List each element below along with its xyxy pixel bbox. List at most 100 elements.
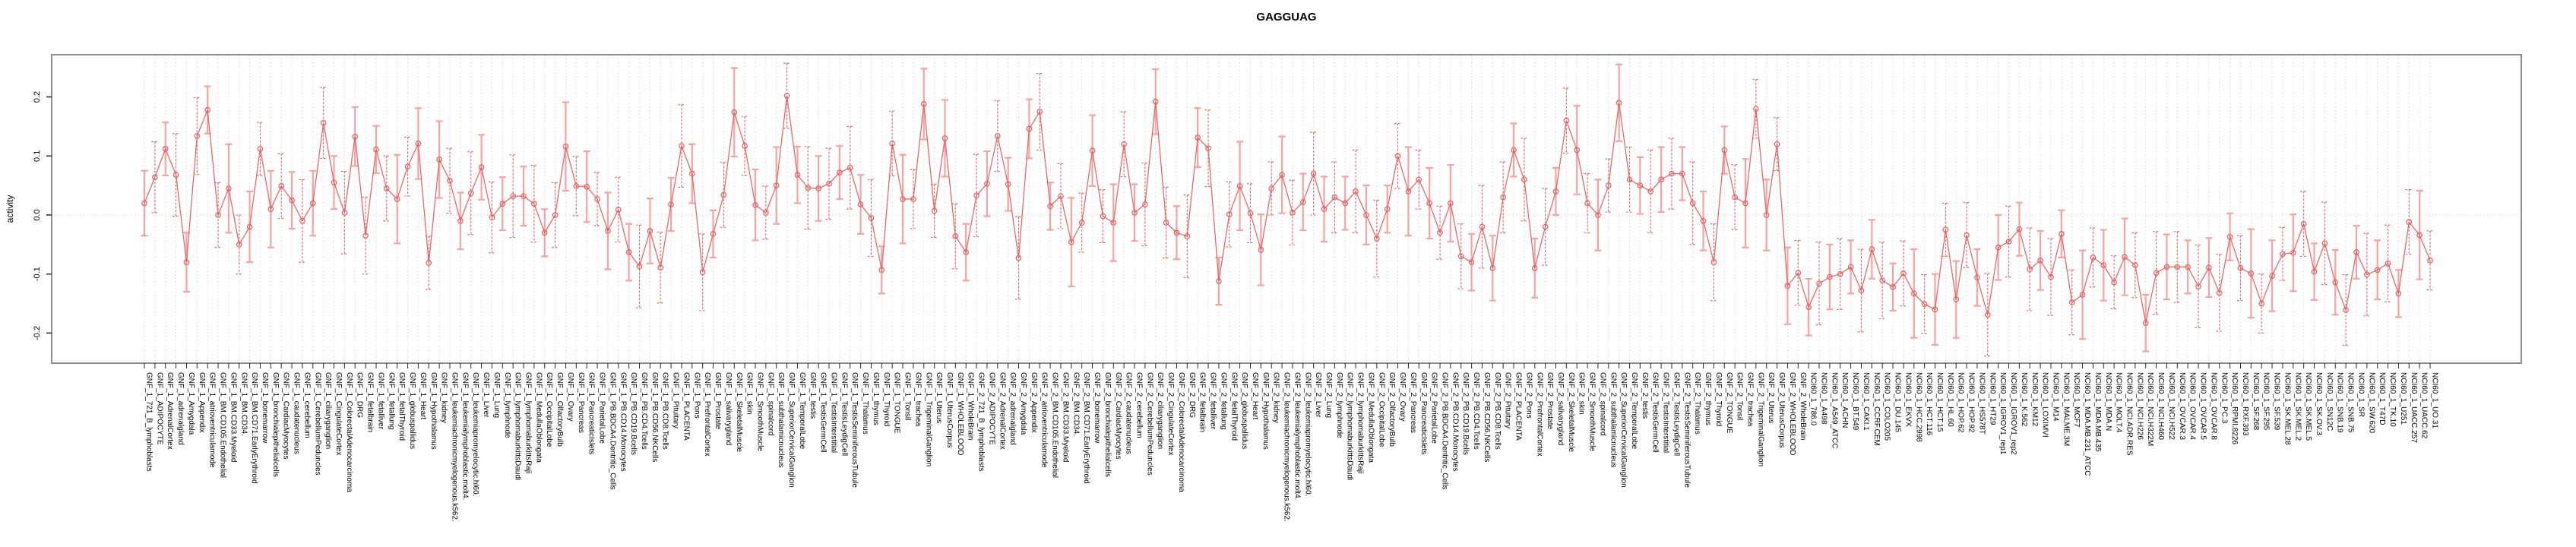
data-point: [1468, 259, 1475, 265]
y-tick-label: 0.1: [33, 150, 42, 162]
error-bar: [214, 182, 222, 248]
x-tick-label: NCI60_1_OVCAR.3: [2178, 372, 2186, 440]
error-bar: [320, 87, 328, 159]
error-bar: [615, 176, 622, 243]
x-tick-label: GNF_2_testis: [1641, 372, 1649, 419]
data-point: [2374, 267, 2381, 274]
x-tick-label: GNF_2_BM.CD33.Myeloid: [1061, 372, 1069, 462]
x-tick-label: GNF_2_TestisInterstitial: [1662, 372, 1670, 453]
x-tick-label: NCI60_1_MDA.MB.231_ATCC: [2083, 372, 2091, 476]
x-tick-label: GNF_1_UterusCorpus: [945, 372, 954, 447]
x-tick-label: GNF_2_MedullaOblongata: [1366, 372, 1375, 463]
gridlines-group: [52, 55, 2521, 362]
x-tick-label: GNF_2_WholeBrain: [1799, 372, 1807, 440]
data-point: [1658, 176, 1664, 183]
x-tick-label: GNF_2_BM.CD105.Endothelial: [1051, 372, 1059, 478]
x-tick-label: GNF_1_CingulateCortex: [334, 372, 343, 456]
data-point: [1647, 188, 1654, 194]
data-point: [2237, 265, 2244, 271]
y-tick-label: -0.1: [33, 267, 42, 281]
data-point: [246, 223, 253, 230]
data-point: [2416, 232, 2423, 239]
x-tick-label: GNF_1_skin: [745, 372, 754, 415]
data-point: [1089, 147, 1096, 154]
chart-title: GAGGUAG: [1256, 11, 1316, 24]
error-bar: [151, 141, 159, 213]
data-point: [309, 200, 316, 207]
data-point: [394, 196, 400, 202]
x-tick-label: GNF_2_PB.CD8.Tcells: [1493, 372, 1502, 450]
data-point: [2206, 264, 2212, 270]
x-tick-label: NCI60_1_SN12C: [2325, 372, 2334, 431]
x-tick-label: GNF_2_salivarygland: [1556, 372, 1565, 445]
data-point: [2122, 254, 2128, 260]
data-point: [373, 146, 379, 153]
x-tick-label: GNF_1_Liver: [482, 372, 490, 418]
data-point: [1310, 170, 1317, 177]
error-bar: [2131, 232, 2139, 299]
data-point: [2027, 266, 2033, 273]
data-point: [783, 93, 790, 99]
data-point: [2258, 300, 2265, 307]
data-point: [731, 109, 738, 115]
data-point: [1299, 199, 1306, 205]
x-tick-label: GNF_2_subthalamicnucleus: [1609, 372, 1617, 468]
x-tick-label: NCI60_1_LOXIMVI: [2041, 372, 2049, 438]
y-tick-label: 0.2: [33, 91, 42, 103]
data-point: [1637, 182, 1644, 188]
error-bar: [994, 100, 1002, 172]
data-point: [1068, 239, 1074, 245]
data-point: [341, 210, 348, 216]
x-tick-label: NCI60_1_MOLT.4: [2115, 372, 2123, 433]
x-tick-label: GNF_1_fetallung: [387, 372, 395, 430]
x-tick-label: GNF_2_PB.CD19.Bcells: [1461, 372, 1470, 455]
x-tick-label: GNF_1_PB.CD4.Tcells: [640, 372, 648, 450]
data-point: [2079, 292, 2086, 298]
x-tick-label: GNF_2_leukemiachronicmyelogenous.k562.: [1283, 372, 1291, 522]
error-bar: [1837, 238, 1844, 310]
x-tick-label: GNF_2_fetalliver: [1209, 372, 1217, 430]
x-tick-label: NCI60_1_HL.60: [1946, 372, 1954, 427]
error-bar: [2342, 274, 2350, 346]
data-point: [1964, 232, 1970, 239]
data-point: [499, 201, 506, 207]
data-point: [1774, 141, 1780, 147]
data-point: [1953, 296, 1960, 302]
data-point: [815, 185, 821, 191]
x-tick-label: NCI60_1_SR: [2356, 372, 2365, 417]
data-point: [657, 264, 664, 270]
data-point: [1479, 223, 1486, 230]
data-point: [362, 232, 369, 239]
x-tick-label: NCI60_1_CAKI.1: [1862, 372, 1870, 431]
x-tick-label: GNF_1_CardiacMyocytes: [282, 372, 290, 459]
data-point: [1784, 283, 1791, 289]
x-tick-label: NCI60_1_IGROV1_rep2: [2009, 372, 2017, 455]
x-tick-label: NCI60_1_NCI.H322M: [2146, 372, 2154, 446]
data-point: [2174, 264, 2181, 270]
data-point: [1321, 206, 1328, 213]
x-tick-label: GNF_1_fetalThyroid: [397, 372, 406, 441]
data-point: [1669, 170, 1675, 177]
x-tick-label: GNF_2_bonemarrow: [1093, 372, 1101, 444]
data-point: [1890, 283, 1896, 290]
data-point: [183, 259, 190, 265]
data-point: [1816, 280, 1822, 286]
data-point: [436, 157, 442, 163]
x-tick-label: GNF_1_bronchialepithelialcells: [271, 372, 280, 477]
x-tick-label: GNF_1_SkeletalMuscle: [735, 372, 743, 452]
data-point: [489, 214, 495, 220]
data-point: [1500, 194, 1506, 201]
error-bar: [951, 203, 959, 270]
x-tick-label: GNF_1_Ovary: [566, 372, 574, 421]
x-tick-label: GNF_1_spinalcord: [766, 372, 774, 435]
x-tick-label: NCI60_1_PC.3: [2220, 372, 2228, 424]
x-tick-label: NCI60_1_HS578T: [1977, 372, 1986, 435]
data-point: [2142, 320, 2149, 326]
x-tick-label: NCI60_1_RPMI.8226: [2230, 372, 2239, 444]
data-point: [299, 217, 305, 224]
x-tick-label: GNF_2_ColorectalAdenocarcinoma: [1177, 372, 1185, 492]
data-point: [1184, 233, 1191, 239]
error-bar: [825, 147, 833, 220]
x-tick-label: GNF_2_DRG: [1188, 372, 1196, 418]
